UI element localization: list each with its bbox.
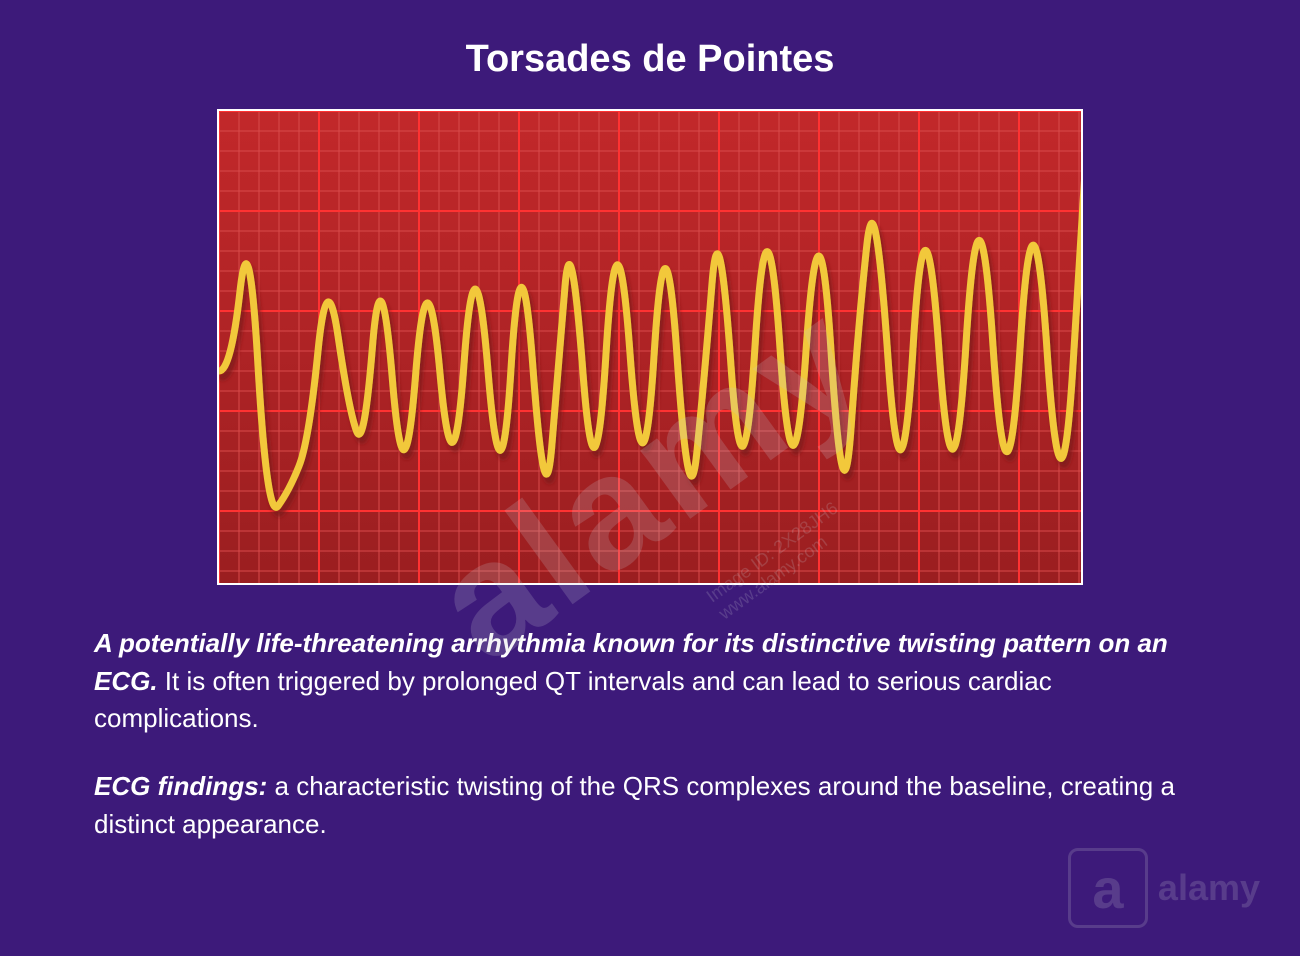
description-paragraph-2: ECG findings: a characteristic twisting … — [94, 768, 1206, 843]
watermark-logo-icon: a — [1068, 848, 1148, 928]
watermark-logo-text: alamy — [1158, 867, 1260, 909]
page-title: Torsades de Pointes — [0, 0, 1300, 81]
description-p2-lead: ECG findings: — [94, 771, 267, 801]
description-paragraph-1: A potentially life-threatening arrhythmi… — [94, 625, 1206, 738]
description-p1-rest: It is often triggered by prolonged QT in… — [94, 666, 1052, 734]
description-block: A potentially life-threatening arrhythmi… — [94, 625, 1206, 843]
ecg-panel — [217, 109, 1083, 585]
watermark-logo: a alamy — [1068, 848, 1260, 928]
ecg-waveform-svg — [219, 111, 1083, 585]
